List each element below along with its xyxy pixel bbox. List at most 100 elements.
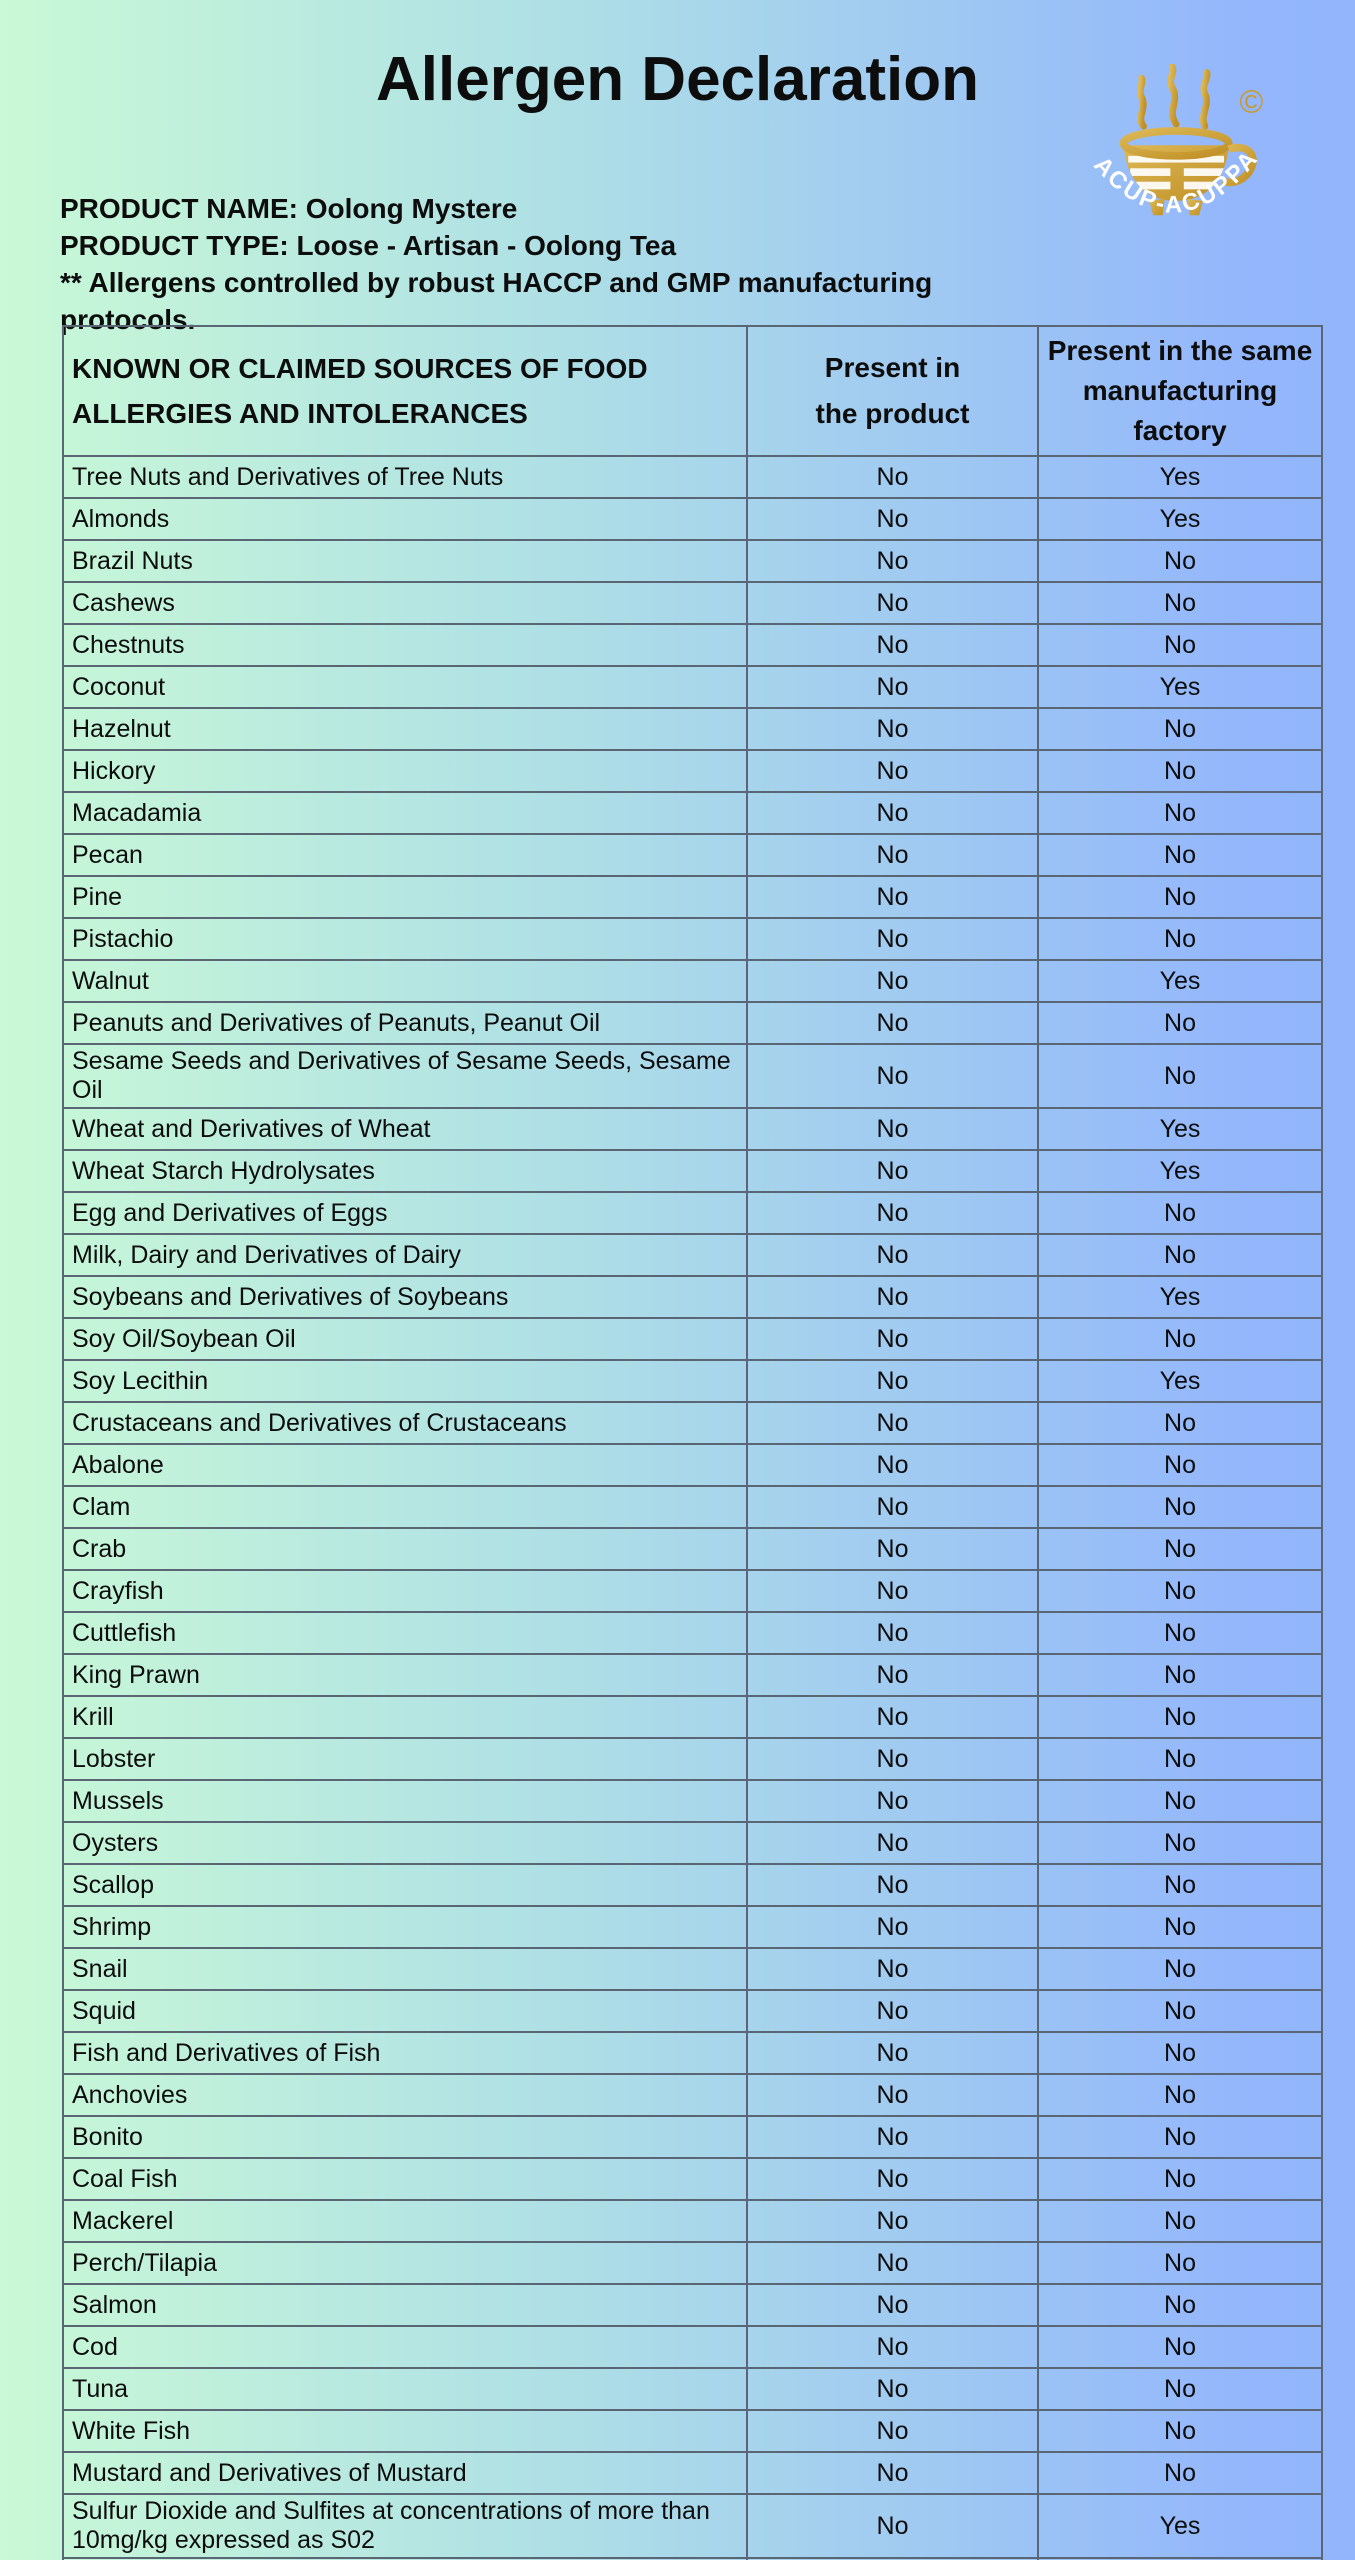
cell-present-in-product: No <box>746 1947 1039 1991</box>
table-row: Crab No No <box>62 1527 1323 1571</box>
cell-present-in-product: No <box>746 1569 1039 1613</box>
cell-present-in-factory: No <box>1037 2073 1323 2117</box>
cell-present-in-product: No <box>746 1443 1039 1487</box>
table-row: Sulfur Dioxide and Sulfites at concentra… <box>62 2493 1323 2559</box>
cell-allergen-name: Pine <box>62 875 748 919</box>
table-row: Chestnuts No No <box>62 623 1323 667</box>
table-row: Hickory No No <box>62 749 1323 793</box>
cell-present-in-factory: No <box>1037 1569 1323 1613</box>
cell-present-in-product: No <box>746 2367 1039 2411</box>
cell-present-in-factory: No <box>1037 1401 1323 1445</box>
cell-allergen-name: Cashews <box>62 581 748 625</box>
cell-present-in-factory: No <box>1037 2325 1323 2369</box>
cell-allergen-name: Wheat Starch Hydrolysates <box>62 1149 748 1193</box>
table-row: Coconut No Yes <box>62 665 1323 709</box>
cell-present-in-product: No <box>746 749 1039 793</box>
cell-allergen-name: Crayfish <box>62 1569 748 1613</box>
cell-allergen-name: Tuna <box>62 2367 748 2411</box>
cell-allergen-name: Sesame Seeds and Derivatives of Sesame S… <box>62 1043 748 1109</box>
cell-present-in-factory: Yes <box>1037 959 1323 1003</box>
col-header-allergen-sources: KNOWN OR CLAIMED SOURCES OF FOOD ALLERGI… <box>62 325 748 457</box>
cell-allergen-name: Anchovies <box>62 2073 748 2117</box>
cell-present-in-product: No <box>746 2199 1039 2243</box>
cell-present-in-product: No <box>746 665 1039 709</box>
cell-present-in-factory: No <box>1037 1001 1323 1045</box>
table-row: Soy Lecithin No Yes <box>62 1359 1323 1403</box>
copyright-icon: © <box>1239 84 1263 120</box>
cell-present-in-product: No <box>746 2493 1039 2559</box>
cell-allergen-name: Milk, Dairy and Derivatives of Dairy <box>62 1233 748 1277</box>
cell-present-in-product: No <box>746 1359 1039 1403</box>
cell-present-in-product: No <box>746 875 1039 919</box>
cell-present-in-factory: No <box>1037 2199 1323 2243</box>
table-row: Oysters No No <box>62 1821 1323 1865</box>
cell-present-in-factory: Yes <box>1037 1149 1323 1193</box>
teacup-icon <box>1119 127 1257 216</box>
cell-present-in-product: No <box>746 1317 1039 1361</box>
cell-allergen-name: Pecan <box>62 833 748 877</box>
cell-present-in-product: No <box>746 1043 1039 1109</box>
col-header-present-in-product: Present in the product <box>746 325 1039 457</box>
cell-present-in-factory: Yes <box>1037 2493 1323 2559</box>
cell-present-in-factory: No <box>1037 1947 1323 1991</box>
cell-present-in-factory: No <box>1037 623 1323 667</box>
table-row: Hazelnut No No <box>62 707 1323 751</box>
cell-present-in-factory: Yes <box>1037 665 1323 709</box>
table-row: White Fish No No <box>62 2409 1323 2453</box>
cell-present-in-factory: No <box>1037 1485 1323 1529</box>
table-row: Pecan No No <box>62 833 1323 877</box>
allergen-table-header: KNOWN OR CLAIMED SOURCES OF FOOD ALLERGI… <box>62 325 1323 457</box>
cell-present-in-factory: Yes <box>1037 1275 1323 1319</box>
table-row: Cuttlefish No No <box>62 1611 1323 1655</box>
cell-present-in-factory: No <box>1037 539 1323 583</box>
cell-present-in-product: No <box>746 1611 1039 1655</box>
cell-allergen-name: Macadamia <box>62 791 748 835</box>
table-row: Crustaceans and Derivatives of Crustacea… <box>62 1401 1323 1445</box>
cell-allergen-name: Tree Nuts and Derivatives of Tree Nuts <box>62 455 748 499</box>
table-row: Clam No No <box>62 1485 1323 1529</box>
cell-allergen-name: Crab <box>62 1527 748 1571</box>
cell-allergen-name: Abalone <box>62 1443 748 1487</box>
cell-allergen-name: Sulfur Dioxide and Sulfites at concentra… <box>62 2493 748 2559</box>
cell-present-in-factory: No <box>1037 2451 1323 2495</box>
cell-present-in-factory: No <box>1037 749 1323 793</box>
cell-present-in-product: No <box>746 1737 1039 1781</box>
cell-allergen-name: Cuttlefish <box>62 1611 748 1655</box>
cell-present-in-factory: No <box>1037 1989 1323 2033</box>
acup-acuppa-logo: © ACUP-ACUPPA <box>1088 64 1263 219</box>
cell-allergen-name: Soybeans and Derivatives of Soybeans <box>62 1275 748 1319</box>
table-row: Shrimp No No <box>62 1905 1323 1949</box>
cell-present-in-product: No <box>746 1001 1039 1045</box>
cell-present-in-factory: No <box>1037 1611 1323 1655</box>
table-row: Pistachio No No <box>62 917 1323 961</box>
table-row: Wheat and Derivatives of Wheat No Yes <box>62 1107 1323 1151</box>
table-row: Cod No No <box>62 2325 1323 2369</box>
cell-present-in-factory: No <box>1037 1043 1323 1109</box>
cell-allergen-name: Mackerel <box>62 2199 748 2243</box>
table-row: Soybeans and Derivatives of Soybeans No Ye… <box>62 1275 1323 1319</box>
cell-allergen-name: Chestnuts <box>62 623 748 667</box>
cell-present-in-factory: No <box>1037 1191 1323 1235</box>
table-row: Abalone No No <box>62 1443 1323 1487</box>
cell-present-in-product: No <box>746 1989 1039 2033</box>
table-row: Pine No No <box>62 875 1323 919</box>
cell-allergen-name: Lobster <box>62 1737 748 1781</box>
cell-allergen-name: Hazelnut <box>62 707 748 751</box>
table-row: Almonds No Yes <box>62 497 1323 541</box>
table-row: Perch/Tilapia No No <box>62 2241 1323 2285</box>
cell-present-in-product: No <box>746 1905 1039 1949</box>
cell-present-in-factory: No <box>1037 1737 1323 1781</box>
cell-present-in-factory: No <box>1037 707 1323 751</box>
cell-present-in-product: No <box>746 791 1039 835</box>
cell-present-in-factory: No <box>1037 2241 1323 2285</box>
cell-present-in-factory: No <box>1037 1779 1323 1823</box>
table-row: Bonito No No <box>62 2115 1323 2159</box>
allergen-table-body: Tree Nuts and Derivatives of Tree Nuts No… <box>62 455 1323 2560</box>
cell-allergen-name: Krill <box>62 1695 748 1739</box>
cell-present-in-product: No <box>746 1863 1039 1907</box>
cell-present-in-product: No <box>746 1149 1039 1193</box>
table-row: Snail No No <box>62 1947 1323 1991</box>
cell-present-in-factory: No <box>1037 2409 1323 2453</box>
table-row: Cashews No No <box>62 581 1323 625</box>
cell-allergen-name: Coconut <box>62 665 748 709</box>
